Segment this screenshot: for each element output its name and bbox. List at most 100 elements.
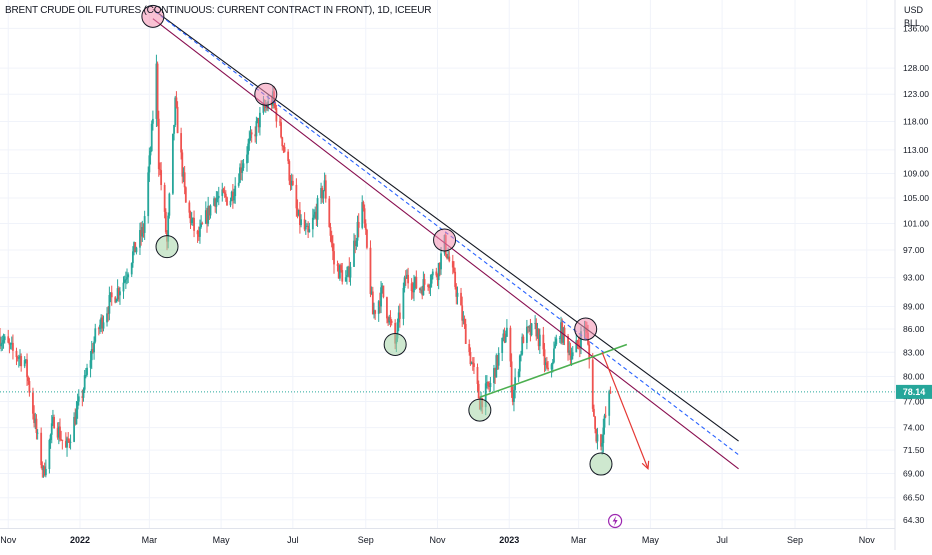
candle-body [299, 209, 301, 226]
candle-body [61, 439, 64, 441]
candle-body [429, 283, 432, 288]
candle-body [380, 287, 382, 307]
candle-body [250, 132, 253, 135]
candle-body [68, 440, 71, 443]
candle-body [221, 189, 224, 196]
candle-body [259, 112, 261, 128]
candle-body [470, 362, 473, 365]
candle-body [116, 288, 119, 300]
candle-body [330, 235, 333, 244]
candle-body [406, 274, 408, 279]
candle-body [554, 344, 557, 349]
candle-body [35, 418, 38, 433]
candle-body [183, 172, 186, 188]
candle-body [338, 265, 341, 279]
candle-body [313, 214, 315, 218]
candle-body [438, 263, 441, 270]
candle-body [322, 190, 325, 199]
candle-body [48, 440, 51, 469]
candle-body [279, 121, 281, 123]
flash-glyph [612, 516, 618, 526]
candle-body [90, 349, 93, 361]
candle-body [94, 328, 97, 342]
y-tick-label: 97.00 [903, 245, 925, 255]
candle-body [509, 327, 512, 362]
candle-body [296, 208, 299, 216]
marker-top [141, 4, 165, 28]
candle-body [208, 205, 211, 216]
candle-body [109, 292, 112, 296]
candle-body [473, 363, 475, 368]
x-tick-label: Sep [358, 535, 374, 545]
candle-body [163, 184, 166, 212]
candle-body [75, 409, 78, 425]
candle-body [403, 277, 406, 288]
candle-body [485, 381, 488, 384]
candle-body [370, 291, 373, 294]
x-tick-label: Sep [787, 535, 803, 545]
candle-body [453, 267, 455, 272]
candle-body [346, 275, 348, 278]
candle-body [422, 279, 425, 296]
candle-body [59, 426, 61, 440]
candle-body [20, 355, 23, 367]
x-tick-label: May [213, 535, 231, 545]
candle-body [329, 226, 332, 236]
candle-body [374, 310, 377, 314]
x-tick-label: 2023 [499, 535, 519, 545]
candle-body [206, 210, 208, 224]
candle-body [76, 401, 79, 410]
candles [0, 54, 612, 478]
candle-body [74, 416, 77, 425]
candle-body [378, 301, 381, 307]
candle-body [263, 103, 266, 108]
candle-body [356, 221, 359, 241]
candle-body [304, 226, 307, 230]
candle-body [387, 318, 390, 323]
candle-body [529, 326, 532, 336]
candle-body [328, 198, 331, 227]
marker-bottom [155, 235, 179, 259]
x-tick-label: May [642, 535, 660, 545]
candle-body [130, 263, 133, 275]
candle-body [300, 219, 302, 226]
candle-body [234, 185, 237, 197]
candle-body [402, 287, 405, 319]
candle-body [27, 377, 30, 382]
candle-body [77, 396, 80, 402]
candle-body [410, 283, 413, 291]
candle-body [602, 427, 605, 444]
candle-body [386, 297, 388, 319]
candle-body [36, 432, 39, 434]
candle-body [600, 434, 602, 447]
candle-body [357, 221, 360, 228]
candle-body [570, 356, 573, 360]
y-tick-label: 83.00 [903, 347, 925, 357]
events[interactable] [607, 513, 623, 529]
candle-body [609, 391, 612, 394]
candle-body [124, 279, 127, 281]
candle-body [536, 329, 539, 337]
candle-body [563, 327, 566, 337]
candle-body [224, 193, 227, 198]
candle-body [10, 342, 13, 344]
candle-body [560, 322, 562, 339]
candle-body [297, 209, 300, 216]
candle-body [580, 331, 582, 349]
candle-body [43, 466, 46, 476]
candle-body [366, 229, 368, 248]
candle-body [331, 243, 334, 252]
y-tick-label: 89.00 [903, 302, 925, 312]
candle-body [535, 322, 538, 337]
candle-body [517, 371, 520, 378]
candle-body [415, 276, 418, 289]
candle-body [504, 336, 507, 343]
candle-body [49, 434, 52, 441]
candle-body [102, 322, 105, 329]
candle-body [56, 428, 59, 438]
candle-body [201, 223, 204, 224]
candle-body [274, 102, 277, 109]
y-tick-label: 86.00 [903, 324, 925, 334]
candle-body [353, 240, 355, 267]
candle-body [126, 277, 128, 280]
